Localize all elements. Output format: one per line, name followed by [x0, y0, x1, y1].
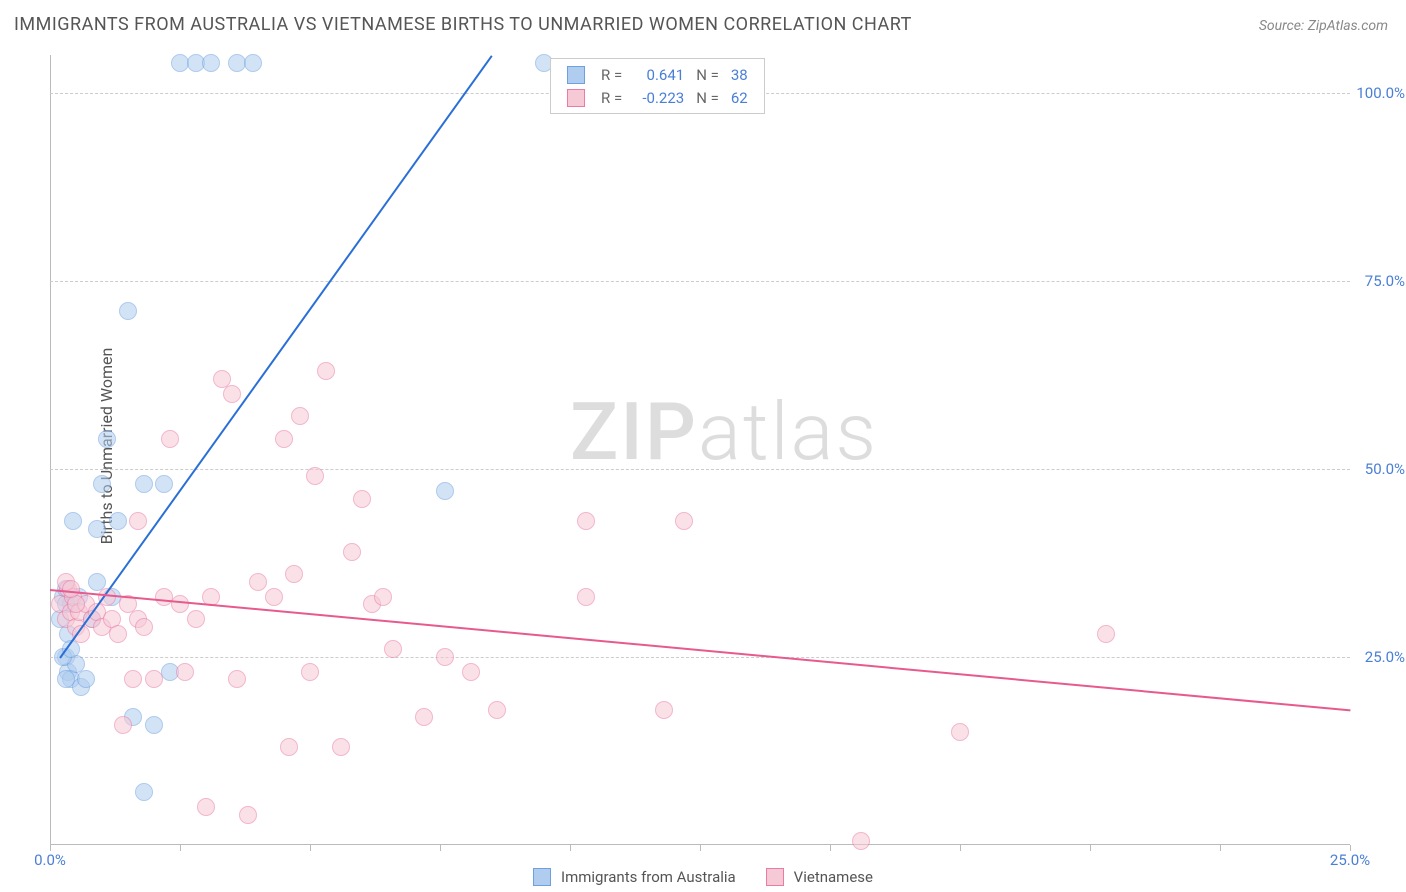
scatter-point-viet [62, 580, 80, 598]
scatter-point-aus [88, 520, 106, 538]
scatter-point-viet [171, 595, 189, 613]
legend-item: Vietnamese [766, 868, 873, 886]
legend-item: Immigrants from Australia [533, 868, 736, 886]
x-tick-mark [700, 845, 701, 851]
scatter-point-viet [675, 512, 693, 530]
scatter-point-viet [332, 738, 350, 756]
x-tick-mark [1090, 845, 1091, 851]
scatter-point-viet [306, 467, 324, 485]
x-tick-label: 25.0% [1330, 851, 1370, 869]
scatter-point-viet [384, 640, 402, 658]
scatter-point-aus [98, 430, 116, 448]
scatter-point-viet [291, 407, 309, 425]
scatter-point-viet [577, 512, 595, 530]
scatter-point-viet [301, 663, 319, 681]
scatter-point-viet [415, 708, 433, 726]
scatter-point-viet [129, 512, 147, 530]
gridline-h [50, 281, 1350, 282]
trendline-aus [60, 55, 493, 658]
scatter-point-viet [488, 701, 506, 719]
scatter-point-viet [317, 362, 335, 380]
scatter-point-viet [187, 610, 205, 628]
x-tick-label: 0.0% [34, 851, 66, 869]
scatter-point-viet [249, 573, 267, 591]
source-credit: Source: ZipAtlas.com [1259, 18, 1388, 34]
scatter-point-aus [135, 475, 153, 493]
x-tick-mark [1220, 845, 1221, 851]
scatter-point-viet [197, 798, 215, 816]
scatter-point-viet [353, 490, 371, 508]
scatter-point-viet [280, 738, 298, 756]
scatter-point-viet [343, 543, 361, 561]
scatter-point-aus [155, 475, 173, 493]
scatter-point-aus [57, 670, 75, 688]
gridline-h [50, 469, 1350, 470]
scatter-point-viet [239, 806, 257, 824]
x-tick-mark [310, 845, 311, 851]
scatter-point-viet [124, 670, 142, 688]
y-tick-label: 75.0% [1355, 272, 1405, 290]
chart-title: IMMIGRANTS FROM AUSTRALIA VS VIETNAMESE … [14, 14, 912, 35]
scatter-point-aus [77, 670, 95, 688]
trendline-viet [50, 589, 1350, 711]
scatter-point-viet [228, 670, 246, 688]
scatter-point-aus [436, 482, 454, 500]
scatter-point-viet [275, 430, 293, 448]
scatter-plot: ZIPatlas 25.0%50.0%75.0%100.0%0.0%25.0%R… [50, 55, 1350, 845]
scatter-point-viet [114, 716, 132, 734]
scatter-point-viet [374, 588, 392, 606]
correlation-legend: R =0.641N =38R =-0.223N =62 [550, 58, 765, 114]
x-tick-mark [440, 845, 441, 851]
scatter-point-aus [93, 475, 111, 493]
x-axis-legend: Immigrants from Australia Vietnamese [523, 868, 883, 886]
scatter-point-aus [109, 512, 127, 530]
scatter-point-aus [145, 716, 163, 734]
scatter-point-aus [119, 302, 137, 320]
scatter-point-viet [462, 663, 480, 681]
gridline-h [50, 657, 1350, 658]
scatter-point-viet [852, 832, 870, 850]
scatter-point-viet [145, 670, 163, 688]
y-tick-label: 100.0% [1355, 84, 1405, 102]
y-tick-label: 50.0% [1355, 460, 1405, 478]
scatter-point-viet [655, 701, 673, 719]
x-tick-mark [960, 845, 961, 851]
scatter-point-viet [285, 565, 303, 583]
x-tick-mark [180, 845, 181, 851]
x-tick-mark [570, 845, 571, 851]
scatter-point-viet [951, 723, 969, 741]
scatter-point-aus [244, 54, 262, 72]
scatter-point-aus [64, 512, 82, 530]
watermark-text: ZIPatlas [570, 385, 878, 479]
scatter-point-viet [436, 648, 454, 666]
scatter-point-viet [109, 625, 127, 643]
scatter-point-viet [161, 430, 179, 448]
scatter-point-viet [135, 618, 153, 636]
x-tick-mark [830, 845, 831, 851]
scatter-point-viet [176, 663, 194, 681]
scatter-point-viet [1097, 625, 1115, 643]
scatter-point-aus [202, 54, 220, 72]
scatter-point-viet [223, 385, 241, 403]
scatter-point-viet [265, 588, 283, 606]
scatter-point-viet [577, 588, 595, 606]
scatter-point-aus [135, 783, 153, 801]
y-tick-label: 25.0% [1355, 648, 1405, 666]
y-axis-line [50, 55, 51, 845]
